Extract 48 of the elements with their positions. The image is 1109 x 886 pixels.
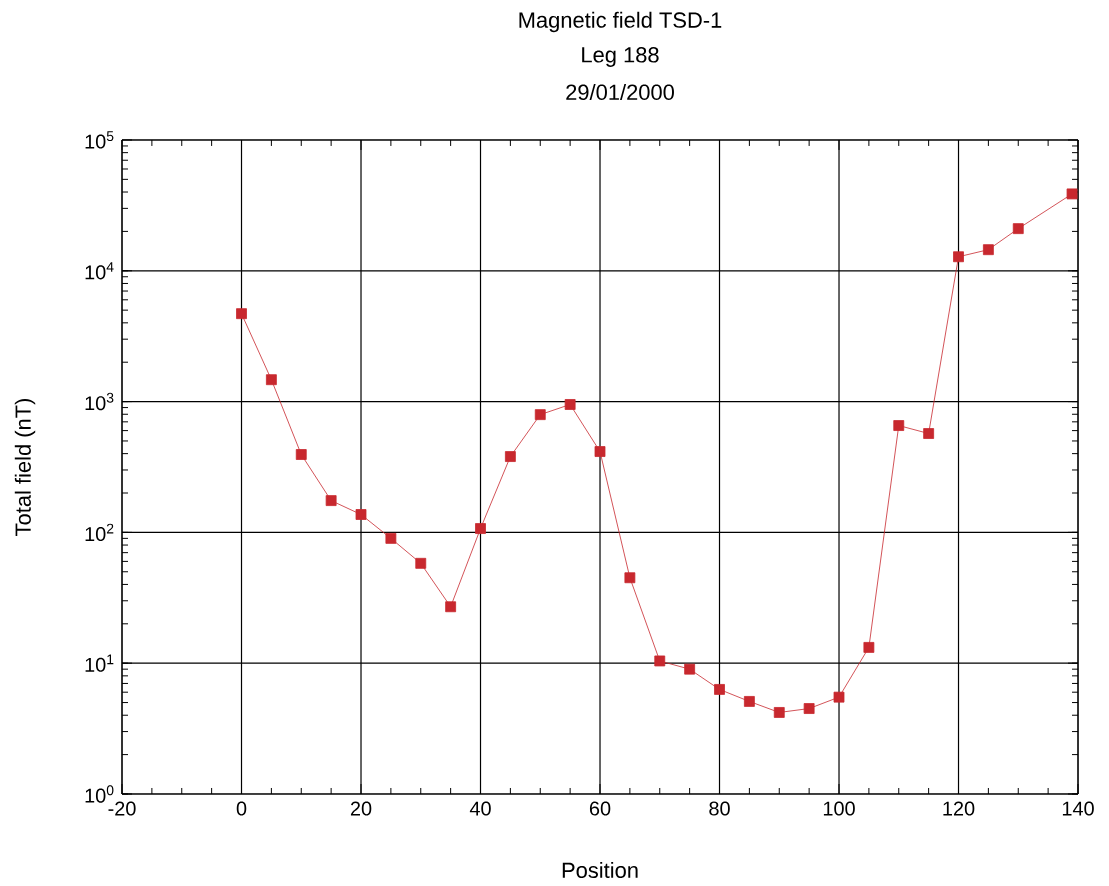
x-tick-label: 140 [1062,801,1094,816]
point [415,557,427,569]
point [743,696,755,707]
point [863,642,875,653]
text: 29/01/2000 [566,83,674,101]
point [654,655,666,667]
point [684,663,696,675]
point [893,420,905,431]
y-axis-title: Total field (nT) [14,398,36,536]
x-tick-label: 120 [943,801,975,816]
x-tick-label: 100 [823,801,855,816]
point [953,251,964,263]
point [385,532,397,544]
y-tick-label: 10$^{2}$ [85,523,114,542]
x-tick-label: 0 [236,801,247,816]
y-tick-label: 10$^{5}$ [85,131,114,149]
y-tick-label: 10$^{1}$ [85,654,114,672]
x-axis-title: Position [562,861,638,879]
point [1066,188,1078,200]
chart-subtitle: Leg 188 [582,47,659,67]
point [564,399,576,410]
point [624,572,636,584]
y-tick-label: 10$^{4}$ [85,262,114,280]
point [325,495,337,506]
chart-title: Magnetic field TSD-1 [519,11,722,33]
y-tick-label: 10$^{0}$ [85,785,114,803]
x-tick-label: 60 [589,801,611,816]
point [475,523,486,534]
x-tick-label: 80 [709,801,730,816]
point [803,703,815,714]
point [236,308,247,320]
point [714,684,725,695]
point [773,707,785,718]
point [295,449,307,460]
point [534,409,546,421]
point [504,451,516,462]
point [923,428,935,439]
point [1012,223,1024,235]
y-tick-label: 10$^{3}$ [85,392,114,411]
x-tick-label: -20 [108,801,136,816]
point [833,691,845,703]
point [594,446,606,457]
point [445,601,457,613]
x-tick-label: 20 [350,801,372,816]
x-tick-label: 40 [469,801,491,816]
point [355,509,367,520]
point [265,374,277,386]
point [982,244,994,256]
